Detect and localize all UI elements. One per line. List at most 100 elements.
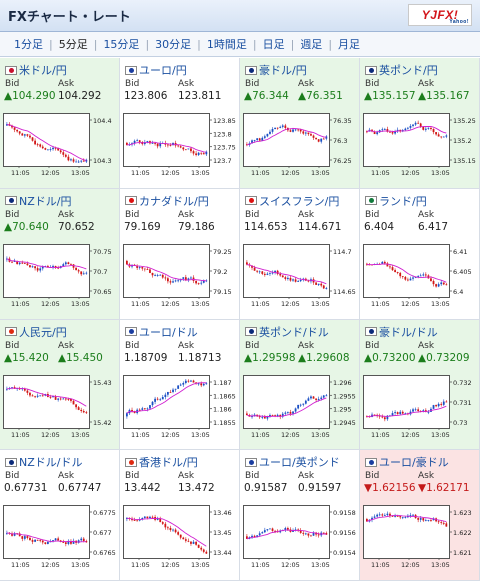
rate-card[interactable]: 英ポンド/ドル Bid Ask ▲1.29598 ▲1.29608 1.296 1… <box>240 319 360 451</box>
mini-chart[interactable]: 6.41 6.405 6.4 11:05 12:05 13:05 <box>363 237 477 317</box>
mini-chart[interactable]: 1.187 1.1865 1.186 1.1855 11:05 12:05 13:05 <box>123 368 237 448</box>
pair-name[interactable]: NZドル/ドル <box>19 456 83 470</box>
rate-card[interactable]: 米ドル/円 Bid Ask ▲104.290 104.292 104.4 104.… <box>0 58 120 189</box>
candle-body <box>261 271 264 274</box>
candle-body <box>407 127 409 129</box>
pair-header[interactable]: NZドル/円 <box>5 193 71 209</box>
pair-header[interactable]: ランド/円 <box>365 193 427 209</box>
pair-name[interactable]: ユーロ/英ポンド <box>259 456 340 470</box>
pair-name[interactable]: スイスフラン/円 <box>259 194 340 208</box>
pair-name[interactable]: ユーロ/豪ドル <box>379 456 449 470</box>
mini-chart[interactable]: 1.623 1.622 1.621 11:05 12:05 13:05 <box>363 498 477 578</box>
mini-chart[interactable]: 0.9158 0.9156 0.9154 11:05 12:05 13:05 <box>243 498 357 578</box>
rate-card[interactable]: 豪ドル/ドル Bid Ask ▲0.73200 ▲0.73209 0.732 0.… <box>360 319 480 451</box>
tab-4[interactable]: 1時間足 <box>206 37 247 51</box>
rate-card[interactable]: ユーロ/英ポンド Bid Ask 0.91587 0.91597 0.9158 0… <box>240 450 360 581</box>
candle-body <box>261 137 264 141</box>
pair-name[interactable]: ユーロ/円 <box>139 64 187 77</box>
mini-chart[interactable]: 0.6775 0.677 0.6765 11:05 12:05 13:05 <box>3 498 117 578</box>
pair-name[interactable]: 英ポンド/円 <box>379 64 438 77</box>
rate-card[interactable]: 英ポンド/円 Bid Ask ▲135.157 ▲135.167 135.25 1… <box>360 58 480 189</box>
pair-header[interactable]: 豪ドル/円 <box>245 62 307 78</box>
pair-name[interactable]: 英ポンド/ドル <box>259 325 329 339</box>
mini-chart[interactable]: 1.296 1.2955 1.295 1.2945 11:05 12:05 13:05 <box>243 368 357 448</box>
mini-chart[interactable]: 135.25 135.2 135.15 11:05 12:05 13:05 <box>363 106 477 186</box>
pair-header[interactable]: 香港ドル/円 <box>125 454 198 470</box>
candle-body <box>315 137 317 140</box>
candle-body <box>389 513 391 516</box>
pair-name[interactable]: 豪ドル/ドル <box>379 325 438 339</box>
tab-7[interactable]: 月足 <box>338 37 361 51</box>
rate-card[interactable]: カナダドル/円 Bid Ask 79.169 79.186 79.25 79.2 7… <box>120 188 240 320</box>
candle-body <box>401 517 404 519</box>
bid-value: 0.91587 <box>244 482 288 495</box>
rate-card[interactable]: ユーロ/ドル Bid Ask 1.18709 1.18713 1.187 1.18… <box>120 319 240 451</box>
y-tick-label: 123.7 <box>213 157 232 165</box>
mini-chart[interactable]: 104.4 104.3 11:05 12:05 13:05 <box>3 106 117 186</box>
pair-header[interactable]: ユーロ/ドル <box>125 324 198 340</box>
y-tick-label: 1.1865 <box>213 392 236 400</box>
candle-body <box>409 278 412 281</box>
candle-body <box>391 412 394 416</box>
candle-body <box>36 267 39 271</box>
candle-body <box>169 281 172 283</box>
rate-card[interactable]: ユーロ/豪ドル Bid Ask ▼1.62156 ▼1.62171 1.623 1… <box>360 450 480 581</box>
pair-header[interactable]: 米ドル/円 <box>5 62 67 78</box>
candle-body <box>67 541 70 545</box>
candle-body <box>299 279 302 281</box>
tab-5[interactable]: 日足 <box>262 37 285 51</box>
tab-3[interactable]: 30分足 <box>155 37 192 51</box>
rate-card[interactable]: NZドル/ドル Bid Ask 0.67731 0.67747 0.6775 0.… <box>0 450 120 581</box>
moving-average-line <box>246 396 327 417</box>
rate-card[interactable]: スイスフラン/円 Bid Ask 114.653 114.671 114.7 11… <box>240 188 360 320</box>
chart-frame <box>363 113 450 167</box>
mini-chart[interactable]: 70.75 70.7 70.65 11:05 12:05 13:05 <box>3 237 117 317</box>
pair-header[interactable]: 人民元/円 <box>5 324 67 340</box>
pair-header[interactable]: ユーロ/豪ドル <box>365 454 449 470</box>
candle-body <box>6 124 8 126</box>
mini-chart[interactable]: 15.43 15.42 11:05 12:05 13:05 <box>3 368 117 448</box>
pair-name[interactable]: 米ドル/円 <box>19 64 67 77</box>
tab-6[interactable]: 週足 <box>300 37 323 51</box>
pair-name[interactable]: 香港ドル/円 <box>139 456 198 470</box>
moving-average-line <box>366 125 447 134</box>
pair-header[interactable]: NZドル/ドル <box>5 454 82 470</box>
pair-name[interactable]: カナダドル/円 <box>139 194 209 208</box>
pair-header[interactable]: ユーロ/円 <box>125 62 187 78</box>
x-tick-label: 13:05 <box>431 300 450 308</box>
mini-chart[interactable]: 79.25 79.2 79.15 11:05 12:05 13:05 <box>123 237 237 317</box>
pair-name[interactable]: ユーロ/ドル <box>139 325 198 339</box>
rate-card[interactable]: ランド/円 Bid Ask 6.404 6.417 6.41 6.405 6.4 11… <box>360 188 480 320</box>
pair-header[interactable]: カナダドル/円 <box>125 193 209 209</box>
rate-card[interactable]: ユーロ/円 Bid Ask 123.806 123.811 123.85 123.… <box>120 58 240 189</box>
mini-chart[interactable]: 123.85 123.8 123.75 123.7 11:05 12:05 13:05 <box>123 106 237 186</box>
pair-header[interactable]: 豪ドル/ドル <box>365 324 438 340</box>
candle-body <box>274 270 276 273</box>
pair-name[interactable]: NZドル/円 <box>19 194 72 208</box>
candle-body <box>80 160 83 162</box>
tab-1[interactable]: 5分足 <box>58 37 88 51</box>
pair-header[interactable]: 英ポンド/ドル <box>245 324 329 340</box>
tab-0[interactable]: 1分足 <box>14 37 43 51</box>
pair-header[interactable]: スイスフラン/円 <box>245 193 339 209</box>
ask-value: 123.811 <box>178 90 222 102</box>
pair-name[interactable]: 豪ドル/円 <box>259 64 307 77</box>
tab-2[interactable]: 15分足 <box>103 37 140 51</box>
mini-chart[interactable]: 114.7 114.65 11:05 12:05 13:05 <box>243 237 357 317</box>
pair-name[interactable]: 人民元/円 <box>19 325 67 339</box>
rate-card[interactable]: 人民元/円 Bid Ask ▲15.420 ▲15.450 15.43 15.42… <box>0 319 120 451</box>
pair-header[interactable]: 英ポンド/円 <box>365 62 438 78</box>
pair-header[interactable]: ユーロ/英ポンド <box>245 454 340 470</box>
chart-frame <box>123 113 210 167</box>
pair-name[interactable]: ランド/円 <box>379 194 427 208</box>
yjfx-logo[interactable]: YJFX! Yahoo! <box>408 4 472 26</box>
candle-body <box>59 398 62 399</box>
mini-chart[interactable]: 0.732 0.731 0.73 11:05 12:05 13:05 <box>363 368 477 448</box>
moving-average-line <box>6 387 87 407</box>
rate-card[interactable]: 香港ドル/円 Bid Ask 13.442 13.472 13.46 13.45 1… <box>120 450 240 581</box>
mini-chart[interactable]: 76.35 76.3 76.25 11:05 12:05 13:05 <box>243 106 357 186</box>
mini-chart[interactable]: 13.46 13.45 13.44 11:05 12:05 13:05 <box>123 498 237 578</box>
rate-card[interactable]: 豪ドル/円 Bid Ask ▲76.344 ▲76.351 76.35 76.3 7… <box>240 58 360 189</box>
x-tick-label: 13:05 <box>191 561 210 569</box>
rate-card[interactable]: NZドル/円 Bid Ask ▲70.640 70.652 70.75 70.7 7… <box>0 188 120 320</box>
